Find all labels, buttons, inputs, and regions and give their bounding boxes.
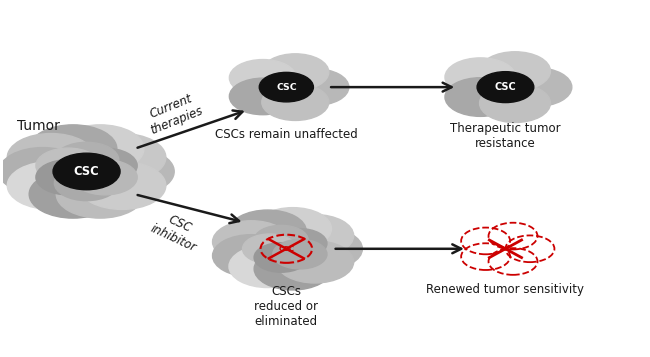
Text: CSC: CSC <box>73 165 99 178</box>
Circle shape <box>55 142 119 177</box>
Circle shape <box>213 235 290 277</box>
Circle shape <box>55 166 119 201</box>
Circle shape <box>57 125 144 173</box>
Text: CSCs remain unaffected: CSCs remain unaffected <box>215 128 358 141</box>
Circle shape <box>29 170 117 218</box>
Circle shape <box>273 240 327 269</box>
Circle shape <box>259 72 313 102</box>
Circle shape <box>229 210 306 252</box>
Circle shape <box>29 125 117 173</box>
Circle shape <box>229 78 296 115</box>
Circle shape <box>213 221 290 263</box>
Circle shape <box>229 245 306 287</box>
Circle shape <box>276 215 354 257</box>
Circle shape <box>0 147 86 195</box>
Circle shape <box>53 153 120 190</box>
Circle shape <box>445 78 516 116</box>
Circle shape <box>254 243 308 272</box>
Text: CSC
inhibitor: CSC inhibitor <box>149 208 205 254</box>
Circle shape <box>57 170 144 218</box>
Circle shape <box>78 134 166 181</box>
Circle shape <box>262 84 329 120</box>
Circle shape <box>229 60 296 96</box>
Circle shape <box>36 160 100 195</box>
Circle shape <box>262 54 329 90</box>
Circle shape <box>254 208 332 250</box>
Circle shape <box>254 225 308 255</box>
Text: Current
therapies: Current therapies <box>142 90 205 137</box>
Text: Tumor: Tumor <box>17 119 60 133</box>
Circle shape <box>7 134 95 181</box>
Text: CSC: CSC <box>276 82 296 92</box>
Circle shape <box>285 228 363 270</box>
Text: Therapeutic tumor
resistance: Therapeutic tumor resistance <box>450 122 561 150</box>
Circle shape <box>501 68 572 106</box>
Circle shape <box>36 148 100 183</box>
Text: Renewed tumor sensitivity: Renewed tumor sensitivity <box>426 283 584 296</box>
Circle shape <box>254 248 332 290</box>
Circle shape <box>73 148 137 183</box>
Circle shape <box>282 69 349 105</box>
Text: CSC: CSC <box>495 82 516 92</box>
Circle shape <box>480 84 551 122</box>
Circle shape <box>86 147 174 195</box>
Circle shape <box>477 72 534 102</box>
Text: CSCs
reduced or
eliminated: CSCs reduced or eliminated <box>254 285 318 328</box>
Circle shape <box>7 162 95 210</box>
Circle shape <box>480 52 551 90</box>
Circle shape <box>78 162 166 210</box>
Circle shape <box>445 58 516 96</box>
Text: CSC: CSC <box>278 246 294 252</box>
Circle shape <box>276 241 354 283</box>
Circle shape <box>273 228 327 258</box>
Circle shape <box>73 160 137 195</box>
Circle shape <box>242 234 296 263</box>
